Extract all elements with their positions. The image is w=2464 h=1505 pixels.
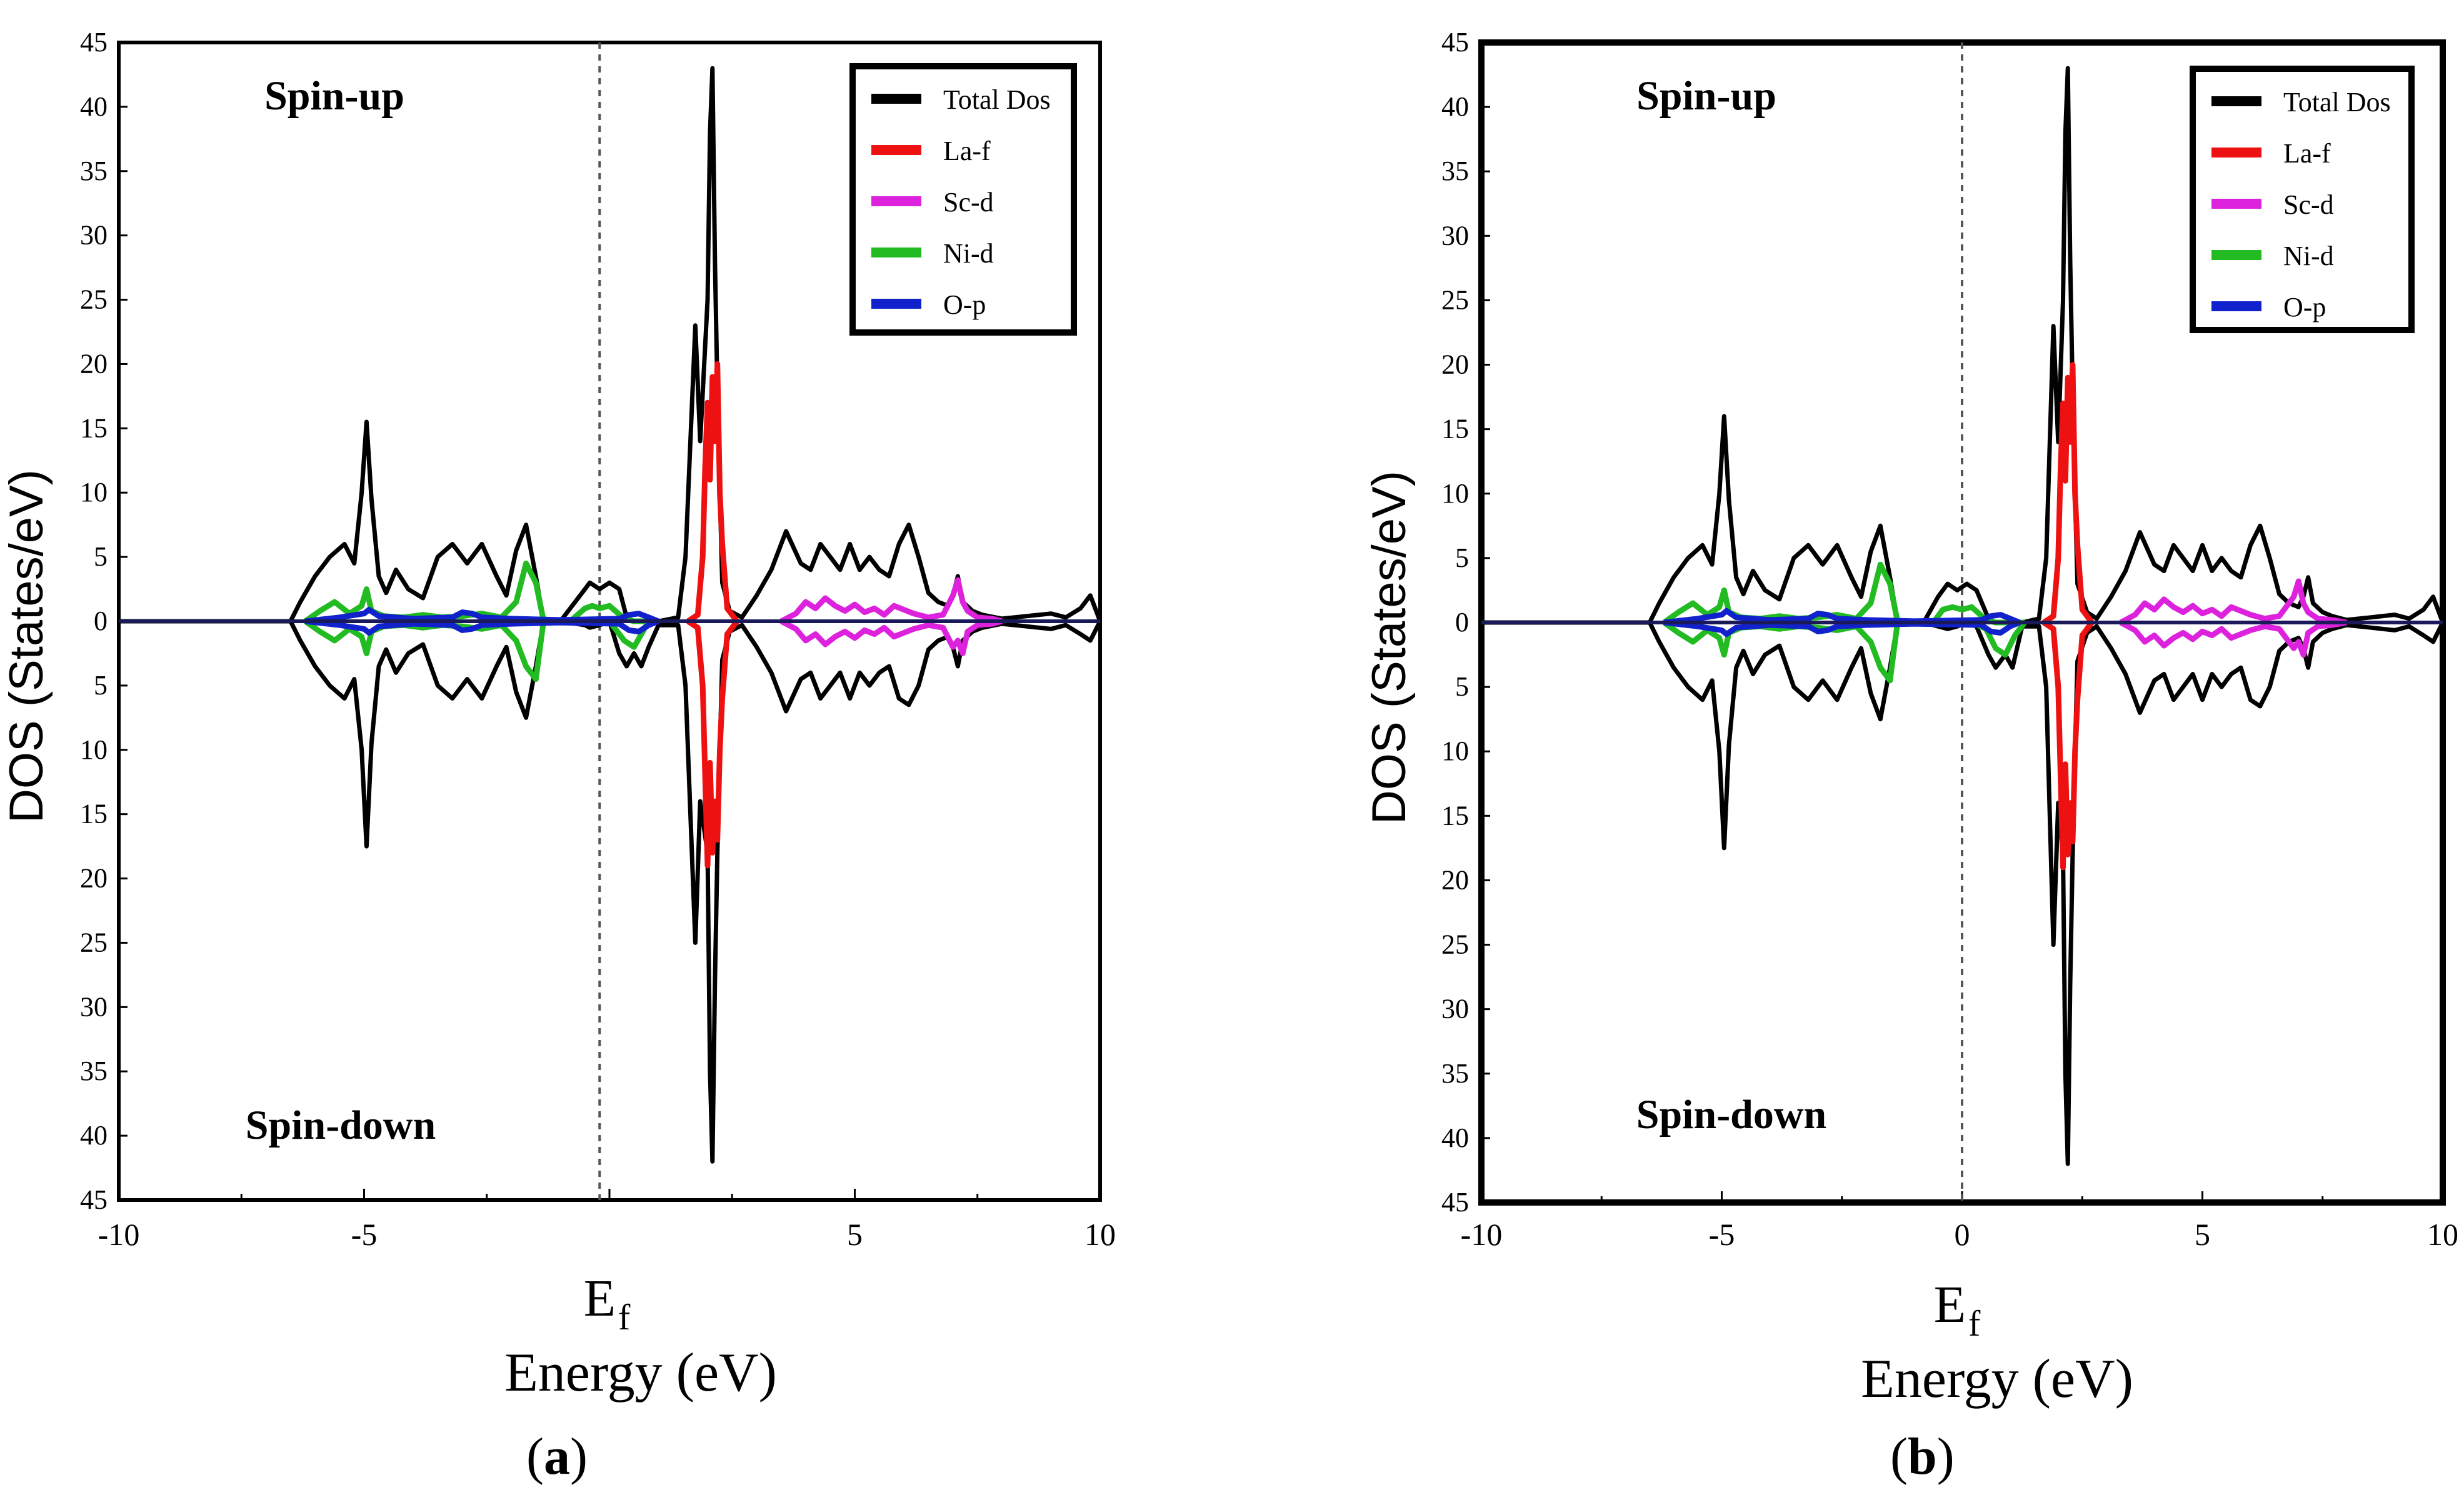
y-tick-label: 5 xyxy=(94,541,108,572)
series-total-dos-spin-down xyxy=(1481,620,2445,1166)
y-tick-label: 25 xyxy=(1441,284,1469,315)
y-tick-label: 30 xyxy=(80,991,108,1022)
y-tick-label: 25 xyxy=(80,284,108,315)
x-tick-label: 0 xyxy=(1955,1217,1970,1252)
spin-down-annotation: Spin-down xyxy=(1636,1092,1827,1138)
y-tick-label: 35 xyxy=(80,1056,108,1086)
y-tick-label: 30 xyxy=(80,220,108,251)
y-tick-label: 35 xyxy=(1441,1058,1469,1089)
x-tick-label: -10 xyxy=(1461,1217,1503,1252)
y-tick-label: 15 xyxy=(80,412,108,443)
y-axis-label: DOS (States/eV) xyxy=(1363,471,1416,824)
series-total-dos-spin-up xyxy=(1481,66,2445,625)
x-tick-label: 5 xyxy=(2195,1217,2210,1252)
series-la-f-spin-up xyxy=(2042,362,2095,625)
y-tick-label: 40 xyxy=(1441,1122,1469,1153)
y-tick-label: 25 xyxy=(1441,929,1469,960)
y-tick-label: 0 xyxy=(94,606,108,636)
spin-up-annotation: Spin-up xyxy=(264,73,404,119)
x-tick-label: -5 xyxy=(1709,1217,1735,1252)
y-tick-label: 25 xyxy=(80,927,108,958)
y-tick-label: 20 xyxy=(1441,349,1469,380)
y-tick-label: 20 xyxy=(80,863,108,894)
y-tick-label: 45 xyxy=(1441,27,1469,58)
series-sc-d-spin-down xyxy=(779,618,1003,656)
panel-label-a-close: ) xyxy=(569,1428,588,1486)
y-tick-label: 45 xyxy=(1441,1187,1469,1218)
y-tick-label: 5 xyxy=(94,670,108,701)
y-tick-label: 10 xyxy=(80,734,108,765)
y-tick-label: 40 xyxy=(1441,91,1469,122)
panel-label-a-letter: a xyxy=(543,1428,570,1486)
series-la-f-spin-down xyxy=(2042,620,2095,871)
series-sc-d-spin-down xyxy=(2119,619,2347,658)
x-tick-label: 5 xyxy=(847,1217,863,1252)
y-axis-label: DOS (States/eV) xyxy=(0,469,53,823)
series-la-f-spin-down xyxy=(686,619,739,869)
y-tick-label: 30 xyxy=(1441,220,1469,251)
series-total-dos-spin-up xyxy=(119,66,1103,624)
series-o-p-spin-down xyxy=(1663,619,2021,638)
x-axis-label: Energy (eV) xyxy=(1861,1349,2133,1409)
legend-label: Total Dos xyxy=(2283,87,2391,118)
y-tick-label: 40 xyxy=(80,91,108,122)
y-tick-label: 15 xyxy=(1441,414,1469,444)
series-total-dos-spin-down xyxy=(119,619,1103,1164)
panel-label-a-open: ( xyxy=(526,1428,544,1486)
x-tick-label: 10 xyxy=(2427,1217,2458,1252)
spin-down-annotation: Spin-down xyxy=(246,1102,436,1148)
panel-label-b-close: ) xyxy=(1936,1428,1955,1486)
legend-label: La-f xyxy=(943,136,991,166)
fermi-label: E xyxy=(1934,1276,1966,1334)
y-tick-label: 0 xyxy=(1455,607,1469,638)
fermi-label: E xyxy=(584,1269,616,1328)
series-sc-d-spin-up xyxy=(2119,578,2347,626)
y-tick-label: 30 xyxy=(1441,994,1469,1024)
y-tick-label: 15 xyxy=(1441,800,1469,831)
panel-label-a: (a) xyxy=(526,1426,588,1487)
legend-label: Ni-d xyxy=(2283,241,2334,271)
x-tick-label: -5 xyxy=(351,1217,378,1252)
legend-label: O-p xyxy=(943,289,986,320)
legend-label: Sc-d xyxy=(2283,189,2334,220)
series-o-p-spin-up xyxy=(304,607,660,624)
y-tick-label: 20 xyxy=(1441,864,1469,895)
legend-label: O-p xyxy=(2283,292,2326,322)
spin-up-annotation: Spin-up xyxy=(1636,73,1776,119)
series-o-p-spin-down xyxy=(304,618,660,636)
y-tick-label: 5 xyxy=(1455,542,1469,573)
series-sc-d-spin-up xyxy=(779,577,1003,624)
legend-label: Sc-d xyxy=(943,187,994,218)
y-tick-label: 20 xyxy=(80,348,108,379)
panel-label-b: (b) xyxy=(1890,1426,1955,1487)
y-tick-label: 35 xyxy=(80,156,108,186)
y-tick-label: 40 xyxy=(80,1120,108,1151)
y-tick-label: 35 xyxy=(1441,156,1469,186)
y-tick-label: 45 xyxy=(80,1184,108,1215)
x-tick-label: 10 xyxy=(1084,1217,1116,1252)
series-o-p-spin-up xyxy=(1663,608,2021,626)
y-tick-label: 15 xyxy=(80,799,108,829)
legend-label: La-f xyxy=(2283,138,2331,169)
fermi-label-subscript: f xyxy=(618,1297,631,1338)
legend-label: Ni-d xyxy=(943,238,994,269)
series-la-f-spin-up xyxy=(686,361,739,624)
panel-label-b-letter: b xyxy=(1907,1428,1937,1486)
legend-label: Total Dos xyxy=(943,84,1051,115)
y-tick-label: 10 xyxy=(80,477,108,508)
fermi-label-subscript: f xyxy=(1968,1303,1981,1344)
x-axis-label: Energy (eV) xyxy=(504,1342,777,1403)
y-tick-label: 10 xyxy=(1441,478,1469,509)
y-tick-label: 45 xyxy=(80,27,108,58)
y-tick-label: 5 xyxy=(1455,671,1469,702)
y-tick-label: 10 xyxy=(1441,736,1469,766)
x-tick-label: -10 xyxy=(98,1217,140,1252)
series-ni-d-spin-up xyxy=(1662,561,2025,626)
panel-label-b-open: ( xyxy=(1890,1428,1908,1486)
